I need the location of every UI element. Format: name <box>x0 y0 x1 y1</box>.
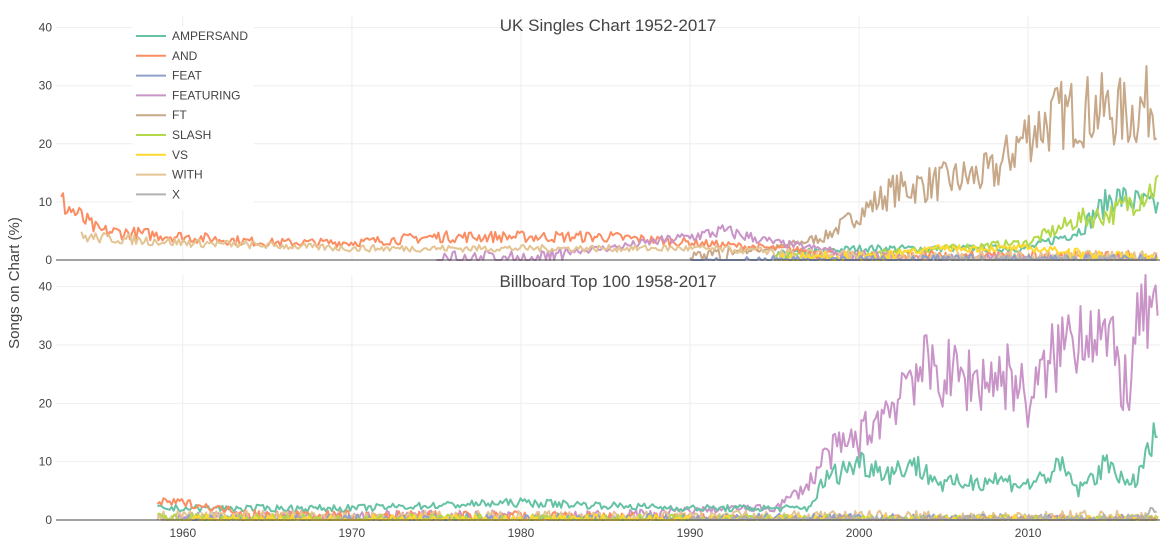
x-tick-label: 1970 <box>339 526 366 540</box>
legend-label: FEATURING <box>172 88 240 102</box>
legend-label: FT <box>172 108 187 122</box>
series-line-ft <box>689 65 1158 261</box>
legend-item-featuring[interactable]: FEATURING <box>136 88 240 102</box>
series-line-featuring <box>157 274 1159 521</box>
legend-label: WITH <box>172 168 203 182</box>
x-tick-label: 2000 <box>846 526 873 540</box>
x-tick-label: 1980 <box>508 526 535 540</box>
legend-label: FEAT <box>172 69 202 83</box>
panel-title: Billboard Top 100 1958-2017 <box>499 272 716 291</box>
y-tick-label: 20 <box>39 396 53 410</box>
legend-item-vs[interactable]: VS <box>136 148 188 162</box>
y-tick-label: 20 <box>39 137 53 151</box>
x-tick-label: 1960 <box>169 526 196 540</box>
y-axis-label: Songs on Chart (%) <box>6 217 23 349</box>
panel-0: 0 10 20 30 40 UK Singles Chart 1952-2017 <box>39 16 1160 267</box>
y-tick-label: 30 <box>39 338 53 352</box>
y-tick-label: 0 <box>45 253 52 267</box>
legend-item-and[interactable]: AND <box>136 49 198 63</box>
y-tick-label: 30 <box>39 79 53 93</box>
legend-label: X <box>172 187 180 201</box>
legend-label: AMPERSAND <box>172 29 248 43</box>
legend-item-with[interactable]: WITH <box>136 168 203 182</box>
legend-label: AND <box>172 49 198 63</box>
y-tick-label: 10 <box>39 455 53 469</box>
series-line-with <box>80 231 1158 261</box>
series-line-ampersand <box>157 422 1158 513</box>
legend-item-ampersand[interactable]: AMPERSAND <box>136 29 248 43</box>
legend-item-feat[interactable]: FEAT <box>136 69 202 83</box>
y-tick-label: 10 <box>39 195 53 209</box>
legend-label: VS <box>172 148 188 162</box>
y-tick-label: 40 <box>39 21 53 35</box>
series-line-vs <box>774 244 1159 261</box>
panel-title: UK Singles Chart 1952-2017 <box>500 16 716 35</box>
legend-item-x[interactable]: X <box>136 187 180 201</box>
legend[interactable]: AMPERSAND AND FEAT FEATURING FT SLASH VS WITH X <box>132 26 254 210</box>
y-tick-label: 0 <box>45 513 52 527</box>
series-line-slash <box>774 174 1159 261</box>
y-tick-label: 40 <box>39 280 53 294</box>
legend-label: SLASH <box>172 128 211 142</box>
x-tick-label: 2010 <box>1015 526 1042 540</box>
x-tick-label: 1990 <box>677 526 704 540</box>
panel-1: 1960 1970 1980 1990 2000 2010 0 10 20 30 40 Billboa… <box>39 272 1160 540</box>
legend-item-slash[interactable]: SLASH <box>136 128 211 142</box>
legend-item-ft[interactable]: FT <box>136 108 187 122</box>
